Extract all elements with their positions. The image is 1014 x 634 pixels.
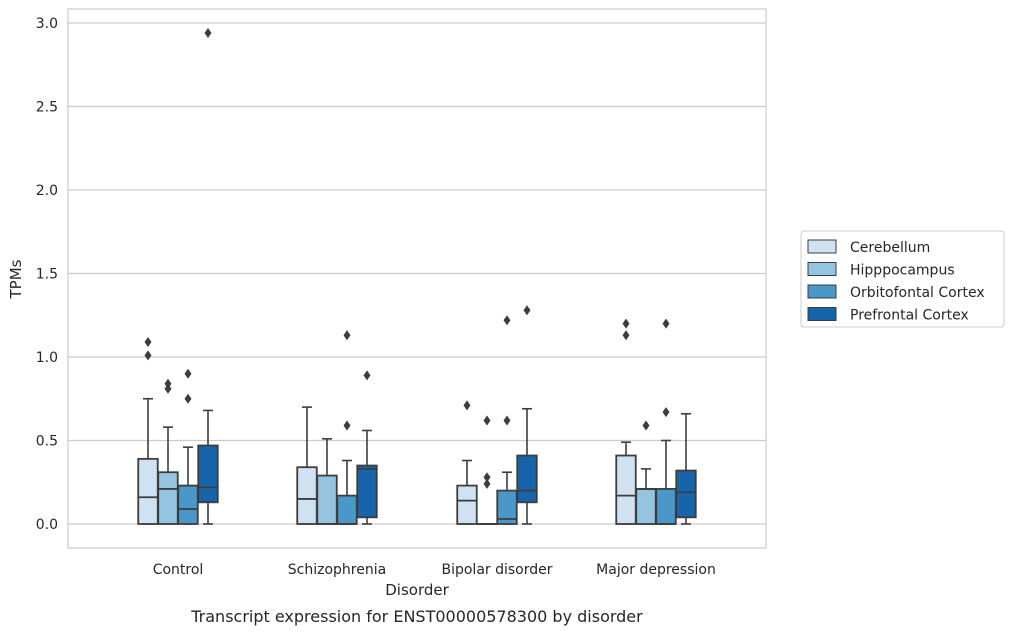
x-tick-label: Major depression [596,562,716,578]
box-orbitofontal-cortex [655,318,677,525]
boxes [137,28,697,525]
y-tick-labels: 0.0 0.5 1.0 1.5 2.0 2.5 3.0 [36,16,58,533]
legend-item: Prefrontal Cortex [807,307,969,324]
legend-frame [800,230,1005,328]
box-cerebellum [456,400,478,525]
outlier-point [363,370,371,381]
box-orbitofontal-cortex [336,330,358,525]
outlier-point [144,336,152,347]
legend-label: Cerebellum [850,240,930,256]
legend: Cerebellum Hipppocampus Orbitofontal Corte… [800,230,1005,328]
box [675,469,697,519]
outlier-point [622,330,630,341]
plot-frame [67,8,767,549]
chart-caption: Transcript expression for ENST0000057830… [190,607,643,626]
legend-item: Cerebellum [807,239,930,256]
legend-item: Orbitofontal Cortex [807,284,985,301]
outlier-point [503,315,511,326]
box-prefrontal-cortex [675,412,697,525]
box [356,464,378,519]
y-tick-label: 2.0 [36,183,58,199]
legend-swatch [807,284,837,299]
box [496,489,518,525]
box-prefrontal-cortex [516,305,538,525]
outlier-point [343,330,351,341]
legend-swatch [807,239,837,254]
box [516,454,538,504]
legend-label: Hipppocampus [850,263,955,279]
box-hipppocampus [635,420,657,525]
legend-label: Prefrontal Cortex [850,308,969,324]
box [177,484,199,525]
box [635,488,657,525]
outlier-point [483,478,491,489]
gridlines [68,22,766,525]
box-cerebellum [615,318,637,525]
box [456,484,478,525]
y-tick-label: 3.0 [36,16,58,32]
box [336,494,358,525]
box-hipppocampus [157,378,179,525]
legend-items: Cerebellum Hipppocampus Orbitofontal Corte… [807,239,985,324]
outlier-point [164,383,172,394]
box [157,471,179,525]
x-axis-label: Disorder [385,581,449,599]
outlier-point [662,407,670,418]
x-tick-label: Schizophrenia [288,562,386,578]
outlier-point [523,305,531,316]
outlier-point [483,472,491,483]
box-prefrontal-cortex [197,28,219,525]
y-tick-label: 1.0 [36,350,58,366]
y-tick-label: 2.5 [36,100,58,116]
outlier-point [622,318,630,329]
outlier-point [184,368,192,379]
box-prefrontal-cortex [356,370,378,525]
outlier-point [483,415,491,426]
outlier-point [164,378,172,389]
box-orbitofontal-cortex [177,368,199,525]
legend-label: Orbitofontal Cortex [850,285,985,301]
y-tick-label: 0.0 [36,517,58,533]
x-tick-labels: Control Schizophrenia Bipolar disorder Majo… [153,562,716,578]
y-axis-label: TPMs [7,259,25,299]
outlier-point [144,350,152,361]
box [615,454,637,525]
outlier-point [184,393,192,404]
box [197,444,219,504]
legend-swatch [807,307,837,321]
x-tick-label: Control [153,562,204,578]
legend-item: Hipppocampus [807,262,955,279]
box [316,474,338,525]
x-tick-label: Bipolar disorder [441,562,552,578]
box-orbitofontal-cortex [496,315,518,525]
box [296,466,318,525]
box [655,488,677,525]
outlier-point [642,420,650,431]
box-cerebellum [296,406,318,525]
y-tick-label: 0.5 [36,434,58,450]
box [137,457,159,525]
legend-swatch [807,262,837,276]
outlier-point [503,415,511,426]
box-hipppocampus [316,438,338,525]
outlier-point [343,420,351,431]
box-cerebellum [137,336,159,525]
outlier-point [463,400,471,411]
outlier-point [662,318,670,329]
outlier-point [204,28,212,39]
box-hipppocampus [476,415,498,525]
y-tick-label: 1.5 [36,267,58,283]
